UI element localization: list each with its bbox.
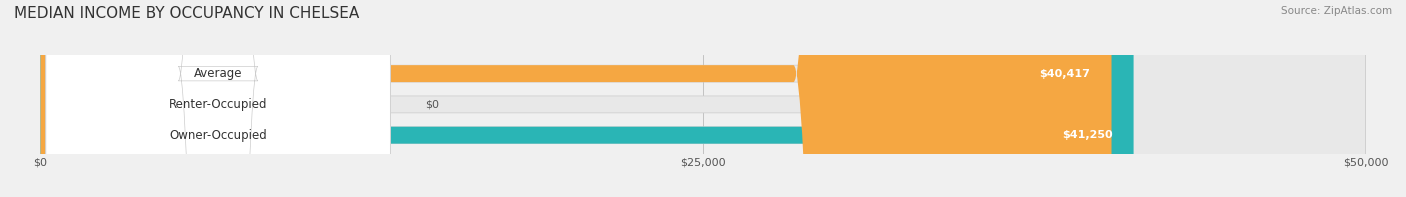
FancyBboxPatch shape	[41, 0, 1365, 197]
FancyBboxPatch shape	[46, 0, 391, 197]
Text: $0: $0	[425, 99, 439, 109]
Text: Source: ZipAtlas.com: Source: ZipAtlas.com	[1281, 6, 1392, 16]
FancyBboxPatch shape	[41, 0, 1133, 197]
FancyBboxPatch shape	[46, 0, 391, 197]
Text: Average: Average	[194, 67, 242, 80]
FancyBboxPatch shape	[41, 0, 1112, 197]
FancyBboxPatch shape	[41, 0, 1365, 197]
Text: Renter-Occupied: Renter-Occupied	[169, 98, 267, 111]
FancyBboxPatch shape	[46, 0, 391, 197]
Text: $40,417: $40,417	[1039, 69, 1090, 79]
FancyBboxPatch shape	[41, 0, 1365, 197]
Text: Owner-Occupied: Owner-Occupied	[169, 129, 267, 142]
Text: MEDIAN INCOME BY OCCUPANCY IN CHELSEA: MEDIAN INCOME BY OCCUPANCY IN CHELSEA	[14, 6, 360, 21]
Text: $41,250: $41,250	[1062, 130, 1112, 140]
